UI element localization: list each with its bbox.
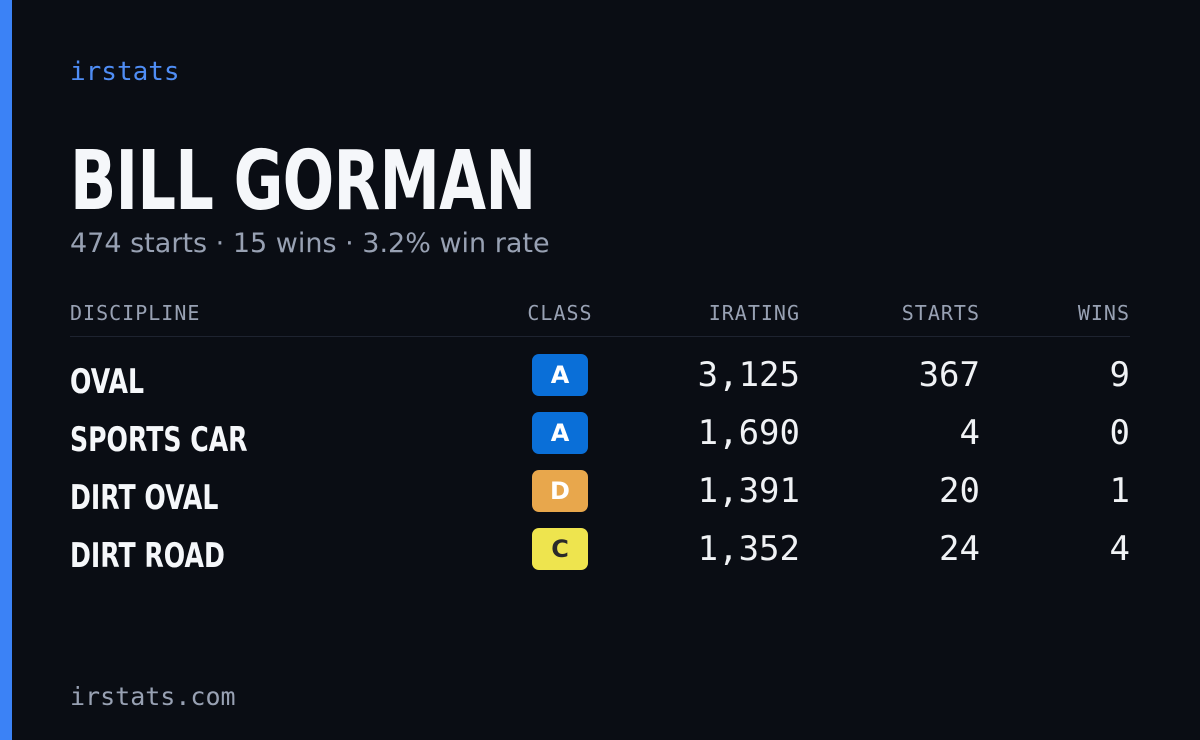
discipline: DIRT ROAD bbox=[70, 536, 225, 576]
driver-name: BILL GORMAN bbox=[70, 134, 536, 229]
class-badge: A bbox=[532, 354, 588, 396]
wins: 0 bbox=[1109, 413, 1130, 453]
starts: 24 bbox=[939, 529, 980, 569]
discipline: OVAL bbox=[70, 362, 144, 402]
brand: irstats bbox=[70, 57, 180, 87]
starts: 367 bbox=[918, 355, 980, 395]
header-rule bbox=[70, 336, 1130, 337]
column-header: DISCIPLINE bbox=[70, 301, 201, 325]
wins: 1 bbox=[1109, 471, 1130, 511]
class-badge: C bbox=[532, 528, 588, 570]
class-badge: D bbox=[532, 470, 588, 512]
discipline: DIRT OVAL bbox=[70, 478, 219, 518]
class-badge: A bbox=[532, 412, 588, 454]
accent-bar bbox=[0, 0, 12, 740]
irating: 1,690 bbox=[697, 413, 800, 453]
column-header: IRATING bbox=[708, 301, 800, 325]
column-header: STARTS bbox=[901, 301, 980, 325]
footer: irstats.com bbox=[70, 682, 236, 711]
starts: 20 bbox=[939, 471, 980, 511]
wins: 4 bbox=[1109, 529, 1130, 569]
column-header: WINS bbox=[1077, 301, 1130, 325]
column-header: CLASS bbox=[527, 301, 593, 325]
starts: 4 bbox=[959, 413, 980, 453]
wins: 9 bbox=[1109, 355, 1130, 395]
discipline: SPORTS CAR bbox=[70, 420, 248, 460]
irating: 1,391 bbox=[697, 471, 800, 511]
driver-summary: 474 starts · 15 wins · 3.2% win rate bbox=[70, 228, 550, 259]
irating: 1,352 bbox=[697, 529, 800, 569]
irating: 3,125 bbox=[697, 355, 800, 395]
